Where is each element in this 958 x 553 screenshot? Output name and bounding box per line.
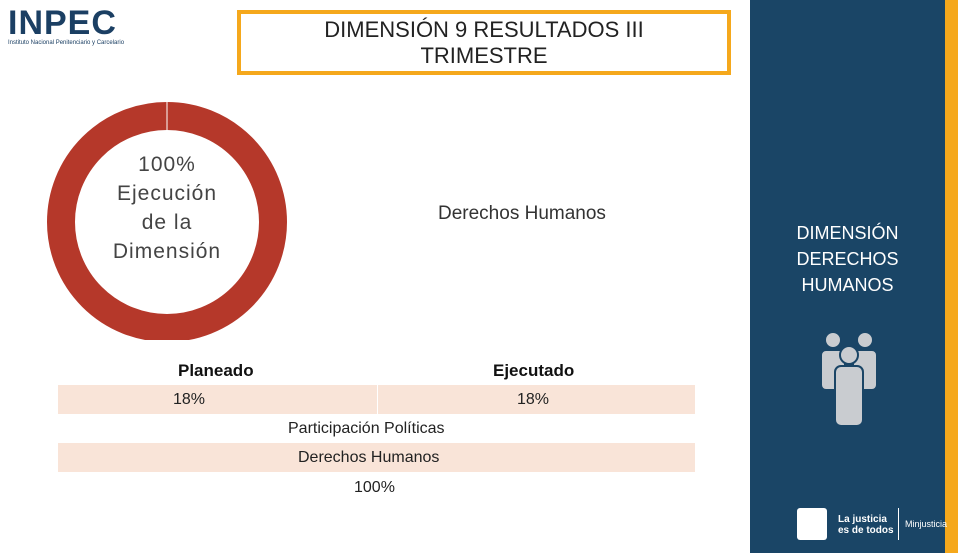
table-cell: Participación Políticas <box>288 420 445 437</box>
sidebar-line: DIMENSIÓN <box>796 223 899 243</box>
footer-divider <box>898 508 899 540</box>
table-header: Ejecutado <box>493 361 575 380</box>
sidebar <box>750 0 945 553</box>
table-row-bg <box>58 385 695 414</box>
slogan-line: es de todos <box>838 525 894 536</box>
table-cell: 18% <box>173 391 206 408</box>
sidebar-line: HUMANOS <box>801 275 894 295</box>
logo: INPEC <box>8 4 117 42</box>
table-header: Planeado <box>178 361 254 380</box>
donut-line: Ejecución <box>116 182 218 205</box>
sidebar-title: DIMENSIÓN DERECHOS HUMANOS <box>750 220 945 298</box>
table-row-bg <box>58 443 695 472</box>
ministry: Minjusticia <box>905 519 948 529</box>
people-icon <box>820 331 878 427</box>
logo-subtitle: Instituto Nacional Penitenciario y Carce… <box>8 40 125 46</box>
title-box: DIMENSIÓN 9 RESULTADOS III TRIMESTRE <box>237 10 731 75</box>
donut-label: 100% Ejecución de la Dimensión <box>92 150 242 266</box>
donut-line: 100% <box>138 153 196 176</box>
table-cell: 18% <box>517 391 550 408</box>
table-cell: Derechos Humanos <box>298 449 440 466</box>
sidebar-line: DERECHOS <box>796 249 899 269</box>
slogan-line: La justicia <box>838 514 887 525</box>
donut <box>47 102 287 340</box>
donut-line: de la <box>141 211 193 234</box>
chart-label: Derechos Humanos <box>438 203 606 224</box>
table-divider <box>377 385 378 414</box>
crest <box>797 508 827 540</box>
donut-line: Dimensión <box>112 240 222 263</box>
slogan: La justicia es de todos <box>838 514 894 536</box>
sidebar-stripe <box>945 0 958 553</box>
table-cell: 100% <box>354 479 395 496</box>
slide-title: DIMENSIÓN 9 RESULTADOS III TRIMESTRE <box>324 16 644 68</box>
